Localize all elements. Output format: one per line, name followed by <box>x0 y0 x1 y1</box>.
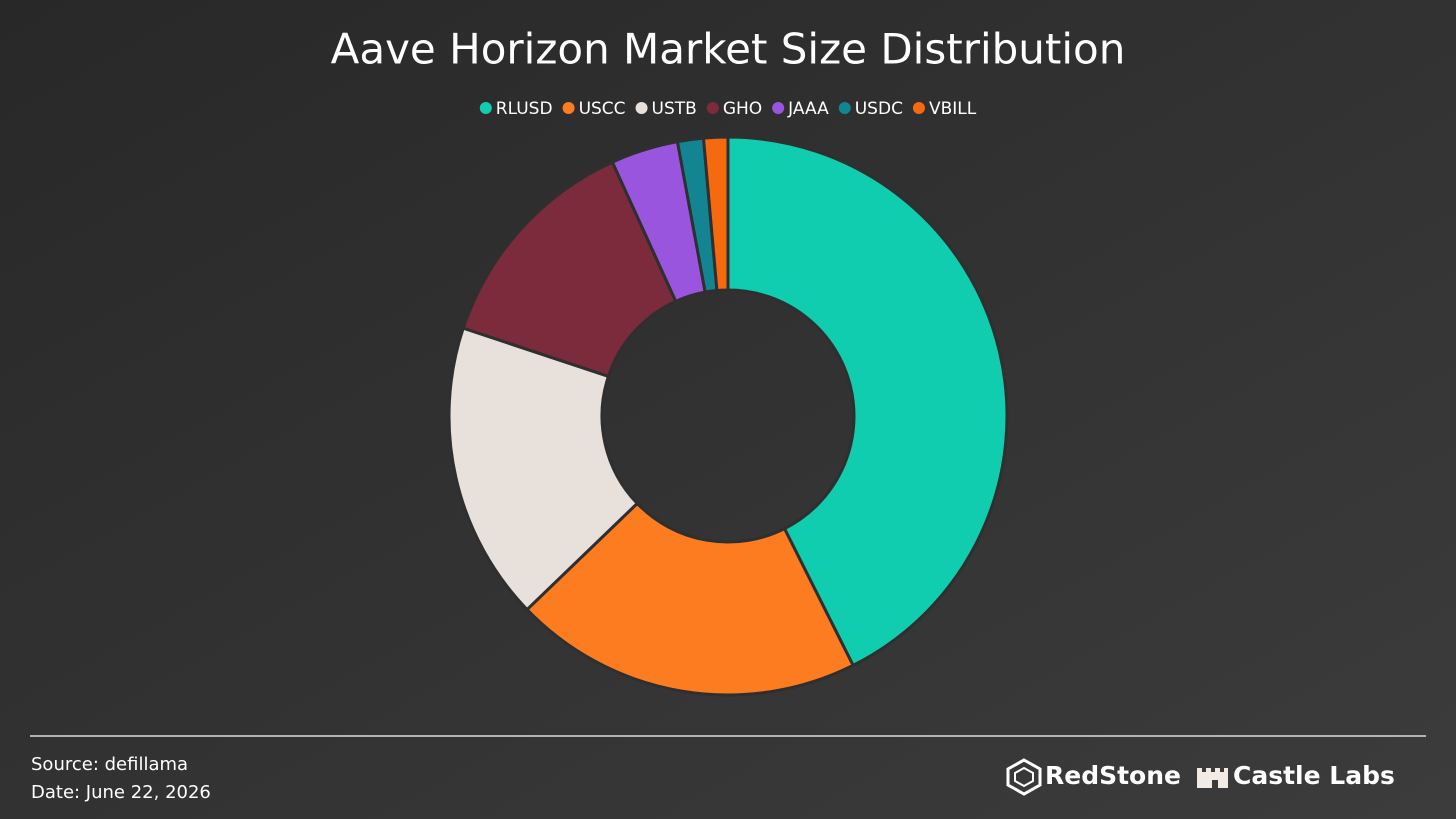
legend-label: VBILL <box>929 99 977 119</box>
source: Source: defillama <box>31 754 188 775</box>
legend-label: GHO <box>723 99 762 119</box>
slice <box>726 135 1009 667</box>
legend-swatch <box>706 102 719 114</box>
donut <box>447 135 1009 697</box>
legend-item: USDC <box>838 99 903 119</box>
legend-item: JAAA <box>772 99 829 119</box>
redstone-logo: RedStone <box>1006 758 1181 796</box>
legend: RLUSD USCC USTB GHO JAAA USDC VBILL <box>479 99 977 119</box>
legend-swatch <box>635 102 648 114</box>
slice <box>461 160 678 378</box>
legend-label: JAAA <box>787 99 829 119</box>
chart-title: Aave Horizon Market Size Distribution <box>331 25 1126 74</box>
date: Date: June 22, 2026 <box>31 782 211 803</box>
slice <box>701 135 730 292</box>
legend-label: USTB <box>652 99 697 119</box>
castlelabs-logo: Castle Labs <box>1197 761 1395 790</box>
legend-label: USCC <box>579 99 626 119</box>
slice <box>525 501 855 697</box>
legend-swatch <box>479 102 492 114</box>
legend-swatch <box>838 102 851 114</box>
legend-label: RLUSD <box>496 99 553 119</box>
legend-swatch <box>912 102 925 114</box>
logo-text: Castle Labs <box>1233 761 1395 790</box>
legend-label: USDC <box>855 99 903 119</box>
legend-item: RLUSD <box>479 99 553 119</box>
legend-item: USCC <box>562 99 626 119</box>
legend-item: USTB <box>635 99 697 119</box>
legend-item: GHO <box>706 99 762 119</box>
legend-swatch <box>772 102 785 114</box>
logo-text: RedStone <box>1045 761 1181 790</box>
slice <box>447 326 639 612</box>
legend-item: VBILL <box>912 99 977 119</box>
legend-swatch <box>562 102 575 114</box>
